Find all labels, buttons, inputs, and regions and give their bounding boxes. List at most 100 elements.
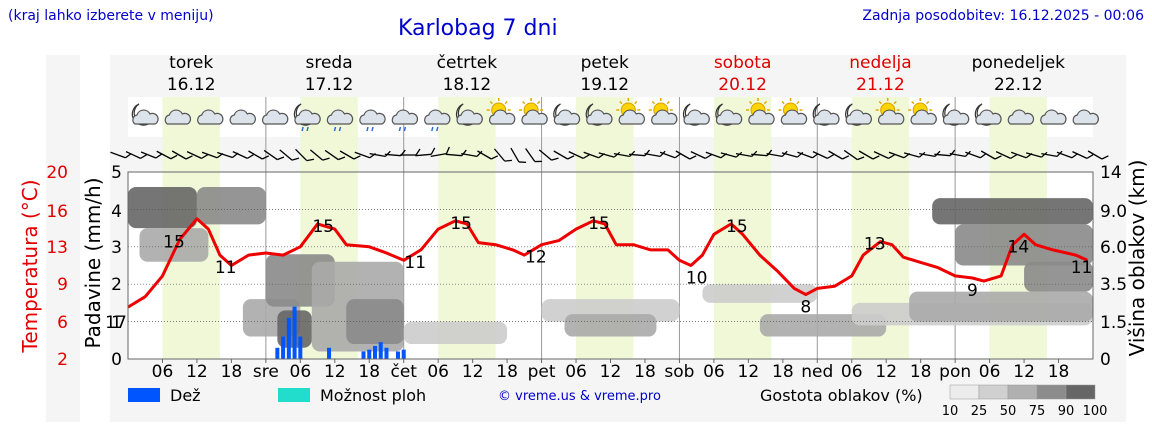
cloud-shape — [845, 109, 872, 125]
wind-shaft — [201, 151, 218, 159]
cloud-layer — [564, 314, 657, 337]
wind-shaft — [354, 151, 371, 159]
rain-bar — [367, 349, 372, 359]
density-tick: 50 — [1000, 404, 1017, 419]
wind-feather — [1086, 154, 1094, 159]
x-tick-label: 06 — [290, 362, 312, 382]
wind-barb — [1087, 150, 1109, 160]
credit-link[interactable]: © vreme.us & vreme.pro — [498, 389, 661, 404]
x-tick-label: 18 — [496, 362, 518, 382]
cloud-shape — [197, 109, 224, 125]
rain-bar — [384, 347, 389, 359]
wind-shaft — [644, 152, 661, 158]
density-swatch — [1036, 384, 1067, 400]
wind-barb — [232, 151, 254, 159]
rain-drop — [403, 126, 407, 132]
wind-shaft — [888, 151, 905, 159]
wind-feather — [994, 155, 1002, 160]
wind-shaft — [659, 151, 676, 159]
cloud-shape — [424, 109, 451, 125]
wind-feather — [247, 154, 254, 159]
wind-barb — [995, 151, 1018, 159]
cloud-shape — [553, 109, 581, 125]
sun-ray — [926, 100, 930, 105]
sun-ray — [911, 100, 915, 105]
wind-feather — [201, 154, 209, 159]
wind-shaft — [1056, 151, 1073, 159]
density-tick: 90 — [1058, 404, 1075, 419]
wind-shaft — [140, 151, 157, 159]
temp-label: 17 — [105, 313, 127, 333]
sun-icon — [486, 98, 516, 125]
wind-shaft — [980, 150, 996, 160]
wind-shaft — [186, 151, 202, 159]
day-date: 20.12 — [718, 75, 767, 95]
wind-barb — [553, 150, 575, 160]
cloud-shape — [1007, 109, 1035, 125]
temp-tick: 6 — [57, 313, 68, 333]
x-tick-label: sre — [253, 362, 279, 382]
sun-icon — [648, 98, 678, 125]
wind-shaft — [369, 152, 386, 158]
wind-barb — [538, 149, 559, 161]
sun-ray — [748, 100, 753, 105]
wind-shaft — [583, 151, 599, 159]
night-icon — [942, 103, 970, 126]
night-icon — [553, 103, 581, 126]
density-swatch — [978, 384, 1009, 400]
wind-feather — [476, 150, 483, 157]
wind-feather — [796, 151, 804, 158]
rain-drop — [333, 126, 337, 132]
legend-rain-swatch — [128, 388, 160, 402]
sun-ray — [504, 100, 508, 105]
wind-feather — [384, 150, 391, 157]
sun-ray — [651, 100, 655, 105]
cloud-layer — [196, 186, 266, 225]
precip-tick: 3 — [111, 238, 122, 258]
cloud-shape — [813, 109, 840, 125]
wind-barb — [965, 151, 987, 159]
wind-shaft — [324, 149, 339, 161]
legend-shower-swatch — [278, 388, 310, 402]
night-icon — [131, 103, 159, 126]
temp-label: 15 — [450, 214, 472, 234]
precip-tick: 2 — [111, 275, 122, 295]
sun-icon — [519, 98, 548, 125]
wind-feather — [1101, 155, 1109, 160]
wind-barb — [812, 151, 834, 159]
temp-label: 15 — [726, 217, 748, 237]
x-tick-label: 12 — [462, 362, 484, 382]
wind-shaft — [995, 151, 1011, 159]
wind-feather — [262, 155, 270, 160]
x-tick-label: 18 — [772, 362, 794, 382]
wind-feather — [629, 150, 636, 157]
temp-label: 12 — [525, 248, 547, 268]
wind-barb — [690, 151, 712, 159]
cloud-height-tick: 1.5 — [1100, 313, 1127, 333]
cloud-shape — [489, 109, 516, 125]
wind-feather — [491, 155, 499, 160]
temp-tick: 20 — [46, 163, 68, 183]
precip-tick: 0 — [111, 350, 122, 370]
legend-shower-label: Možnost ploh — [320, 386, 427, 405]
density-swatch — [949, 384, 980, 400]
wind-shaft — [781, 152, 798, 158]
wind-shaft — [843, 149, 858, 161]
rain-bar — [281, 336, 286, 359]
wind-shaft — [217, 151, 233, 159]
sun-icon — [746, 98, 775, 125]
wind-shaft — [339, 150, 355, 160]
wind-feather — [518, 161, 527, 164]
wind-barb — [613, 150, 636, 158]
left-frame — [46, 55, 80, 422]
cloud-layer — [403, 321, 508, 345]
rain-drop — [366, 126, 369, 132]
wind-feather — [353, 155, 361, 160]
cloud-shape — [780, 109, 808, 125]
day-name: četrtek — [437, 53, 498, 73]
wind-shaft — [110, 151, 126, 159]
wind-feather — [415, 148, 421, 156]
cloud-layer — [909, 291, 1093, 322]
sun-icon — [616, 98, 645, 125]
